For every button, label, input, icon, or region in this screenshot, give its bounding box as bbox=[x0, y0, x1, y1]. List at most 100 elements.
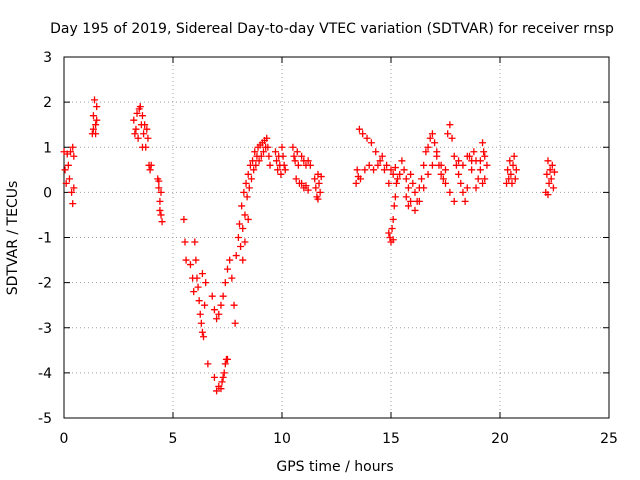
data-point bbox=[548, 161, 556, 169]
data-point bbox=[411, 206, 419, 214]
data-point bbox=[463, 184, 471, 192]
data-point bbox=[208, 292, 216, 300]
data-point bbox=[304, 186, 312, 194]
data-point bbox=[240, 188, 248, 196]
data-point bbox=[298, 152, 306, 160]
data-point bbox=[291, 157, 299, 165]
data-point bbox=[249, 157, 257, 165]
data-point bbox=[289, 143, 297, 151]
data-point bbox=[509, 161, 517, 169]
data-point bbox=[431, 139, 439, 147]
data-point bbox=[210, 306, 218, 314]
data-point bbox=[194, 283, 202, 291]
data-point bbox=[506, 157, 514, 165]
data-point bbox=[210, 373, 218, 381]
data-point bbox=[192, 256, 200, 264]
data-point bbox=[257, 152, 265, 160]
data-point bbox=[244, 170, 252, 178]
data-point bbox=[504, 166, 512, 174]
data-point bbox=[479, 179, 487, 187]
data-point bbox=[391, 164, 399, 172]
data-point bbox=[370, 166, 378, 174]
data-point bbox=[181, 238, 189, 246]
data-point bbox=[510, 152, 518, 160]
data-point bbox=[247, 175, 255, 183]
data-point bbox=[290, 152, 298, 160]
data-point bbox=[157, 188, 165, 196]
data-point bbox=[69, 200, 77, 208]
data-point bbox=[468, 166, 476, 174]
data-point bbox=[544, 191, 552, 199]
data-point bbox=[361, 166, 369, 174]
data-point bbox=[483, 161, 491, 169]
grid-layer bbox=[64, 57, 609, 418]
data-point bbox=[420, 184, 428, 192]
data-point bbox=[508, 179, 516, 187]
data-point bbox=[69, 143, 77, 151]
data-point bbox=[195, 297, 203, 305]
data-point bbox=[266, 161, 274, 169]
data-point bbox=[191, 238, 199, 246]
data-point bbox=[437, 170, 445, 178]
data-point bbox=[378, 152, 386, 160]
data-point bbox=[314, 195, 322, 203]
x-tick-label: 15 bbox=[382, 431, 400, 447]
data-point bbox=[394, 175, 402, 183]
data-point bbox=[507, 170, 515, 178]
data-point bbox=[365, 161, 373, 169]
data-point bbox=[255, 157, 263, 165]
data-point bbox=[61, 166, 69, 174]
data-point bbox=[512, 166, 520, 174]
data-point bbox=[213, 387, 221, 395]
data-point bbox=[221, 279, 229, 287]
data-point bbox=[398, 157, 406, 165]
data-point bbox=[511, 175, 519, 183]
data-point bbox=[232, 252, 240, 260]
data-point bbox=[455, 170, 463, 178]
data-point bbox=[459, 188, 467, 196]
data-point bbox=[544, 157, 552, 165]
x-tick-label: 20 bbox=[491, 431, 509, 447]
data-point bbox=[143, 125, 151, 133]
data-point bbox=[294, 161, 302, 169]
data-point bbox=[389, 215, 397, 223]
data-point bbox=[385, 179, 393, 187]
data-point bbox=[448, 134, 456, 142]
data-point bbox=[200, 333, 208, 341]
data-point bbox=[455, 157, 463, 165]
data-point bbox=[226, 256, 234, 264]
data-point bbox=[450, 197, 458, 205]
data-point bbox=[442, 166, 449, 174]
data-point bbox=[89, 112, 97, 120]
data-point bbox=[387, 166, 395, 174]
data-point bbox=[157, 211, 165, 219]
data-point bbox=[457, 179, 465, 187]
data-point bbox=[204, 360, 212, 368]
data-point bbox=[293, 148, 301, 156]
data-point bbox=[420, 161, 428, 169]
data-point bbox=[311, 175, 319, 183]
data-point bbox=[356, 175, 364, 183]
data-point bbox=[353, 166, 361, 174]
data-point bbox=[197, 319, 205, 327]
data-point bbox=[201, 301, 209, 309]
data-point bbox=[389, 170, 397, 178]
data-point bbox=[470, 148, 478, 156]
data-point bbox=[259, 148, 267, 156]
data-point bbox=[134, 134, 142, 142]
data-point bbox=[385, 229, 393, 237]
data-point bbox=[306, 161, 314, 169]
data-point bbox=[428, 130, 436, 138]
data-point bbox=[196, 310, 204, 318]
data-point bbox=[442, 179, 449, 187]
data-point bbox=[193, 274, 201, 282]
data-point bbox=[481, 152, 489, 160]
data-point bbox=[474, 175, 482, 183]
y-tick-label: 2 bbox=[43, 95, 52, 111]
x-tick-label: 5 bbox=[169, 431, 178, 447]
data-point bbox=[230, 301, 238, 309]
data-point bbox=[415, 197, 423, 205]
data-point bbox=[409, 179, 417, 187]
data-point bbox=[304, 157, 312, 165]
data-point bbox=[402, 175, 410, 183]
